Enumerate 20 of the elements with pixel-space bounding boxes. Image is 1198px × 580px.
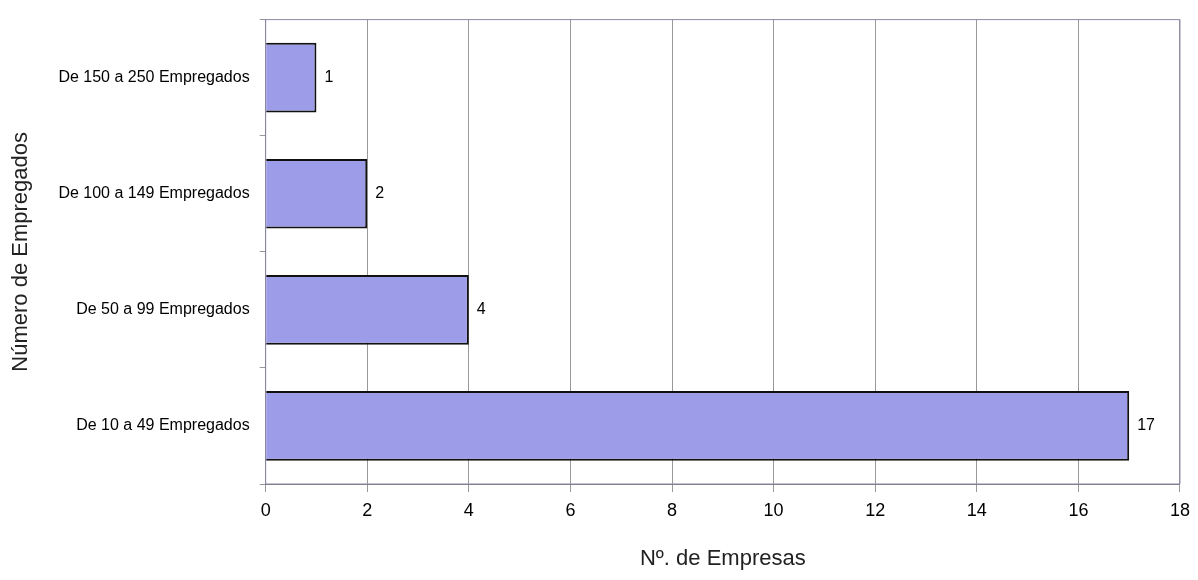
y-tick-label: De 150 a 250 Empregados — [58, 68, 250, 86]
x-tick-label: 16 — [1068, 499, 1089, 520]
data-label: 2 — [375, 184, 385, 202]
x-tick-label: 10 — [763, 499, 784, 520]
x-tick-label: 18 — [1169, 499, 1190, 520]
x-tick-label: 8 — [667, 499, 678, 520]
x-tick-label: 0 — [260, 499, 271, 520]
x-tick-label: 6 — [565, 499, 576, 520]
x-tick-label: 4 — [463, 499, 474, 520]
x-tick-label: 12 — [865, 499, 886, 520]
x-tick-label: 14 — [966, 499, 987, 520]
x-axis-title: Nº. de Empresas — [639, 544, 806, 570]
data-label: 4 — [476, 300, 486, 318]
y-tick-label: De 100 a 149 Empregados — [58, 184, 250, 202]
y-tick-label: De 50 a 99 Empregados — [76, 300, 250, 318]
y-tick-label: De 10 a 49 Empregados — [76, 416, 250, 434]
data-label: 1 — [324, 68, 334, 86]
data-label: 17 — [1137, 416, 1156, 434]
y-axis-title: Número de Empregados — [7, 131, 33, 372]
x-tick-label: 2 — [362, 499, 373, 520]
